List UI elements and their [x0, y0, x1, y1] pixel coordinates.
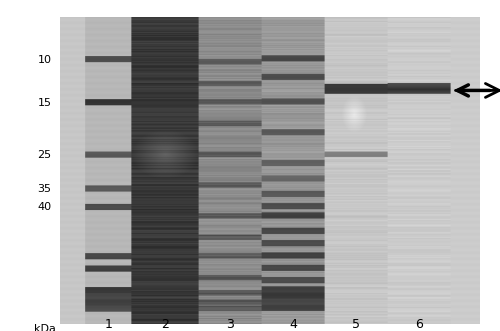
- Bar: [198, 17, 262, 324]
- Text: 15: 15: [38, 98, 52, 108]
- Text: 3: 3: [226, 317, 234, 331]
- Text: 10: 10: [38, 55, 52, 65]
- Bar: [262, 17, 324, 324]
- Text: 25: 25: [38, 150, 52, 160]
- Text: 6: 6: [415, 317, 423, 331]
- Bar: [388, 17, 450, 324]
- Text: 35: 35: [38, 184, 52, 194]
- Text: 2: 2: [161, 317, 169, 331]
- Text: 5: 5: [352, 317, 360, 331]
- Bar: [324, 17, 388, 324]
- Text: 40: 40: [38, 202, 52, 213]
- Bar: [85, 17, 132, 324]
- Text: 1: 1: [104, 317, 112, 331]
- Text: kDa: kDa: [34, 324, 56, 331]
- Bar: [132, 17, 198, 324]
- Text: 4: 4: [289, 317, 297, 331]
